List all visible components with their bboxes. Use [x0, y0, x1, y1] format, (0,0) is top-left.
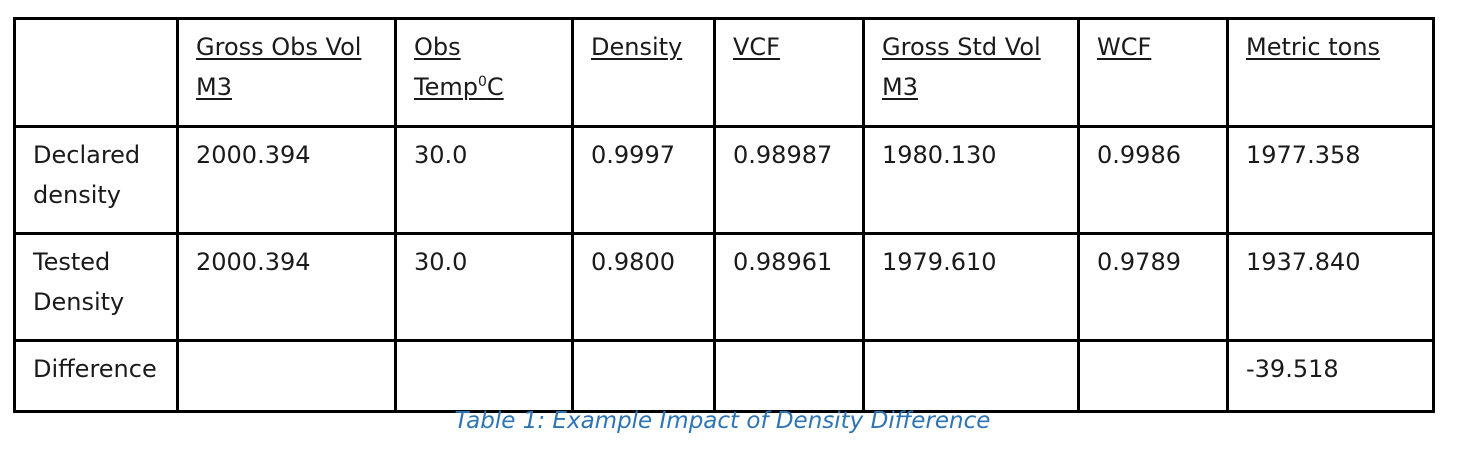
cell-gross-obs-vol	[176, 339, 397, 413]
header-gross-std-vol-line2: M3	[882, 73, 918, 101]
header-obs-temp-line2: Temp0C	[414, 67, 557, 107]
cell-metric-tons: -39.518	[1226, 339, 1435, 413]
cell-vcf: 0.98987	[713, 125, 865, 235]
cell-wcf: 0.9986	[1077, 125, 1229, 235]
row-label-line1: Declared	[33, 141, 141, 169]
header-metric-tons: Metric tons	[1246, 33, 1381, 61]
header-cell-metric-tons: Metric tons	[1226, 17, 1435, 128]
cell-vcf: 0.98961	[713, 232, 865, 342]
cell-density: 0.9997	[571, 125, 716, 235]
cell-density: 0.9800	[571, 232, 716, 342]
cell-gross-std-vol: 1980.130	[862, 125, 1080, 235]
header-cell-gross-std-vol: Gross Std Vol M3	[862, 17, 1080, 128]
cell-wcf	[1077, 339, 1229, 413]
header-row: Gross Obs Vol M3 Obs Temp0C Density VCF …	[13, 17, 1435, 128]
header-cell-obs-temp: Obs Temp0C	[394, 17, 574, 128]
row-label-declared: Declared density	[13, 125, 179, 235]
header-obs-temp-text: Temp	[414, 73, 478, 101]
header-gross-obs-vol-line2: M3	[196, 73, 232, 101]
header-wcf: WCF	[1097, 33, 1152, 61]
cell-metric-tons: 1977.358	[1226, 125, 1435, 235]
table-caption: Table 1: Example Impact of Density Diffe…	[454, 408, 991, 434]
header-cell-vcf: VCF	[713, 17, 865, 128]
header-vcf: VCF	[733, 33, 780, 61]
row-label-line2: Density	[33, 288, 125, 316]
density-impact-table: Gross Obs Vol M3 Obs Temp0C Density VCF …	[13, 17, 1435, 413]
row-label-line2: density	[33, 181, 121, 209]
cell-density	[571, 339, 716, 413]
cell-gross-obs-vol: 2000.394	[176, 232, 397, 342]
cell-gross-obs-vol: 2000.394	[176, 125, 397, 235]
cell-metric-tons: 1937.840	[1226, 232, 1435, 342]
cell-gross-std-vol: 1979.610	[862, 232, 1080, 342]
table-row: Tested Density 2000.394 30.0 0.9800 0.98…	[13, 232, 1435, 342]
table-row: Declared density 2000.394 30.0 0.9997 0.…	[13, 125, 1435, 235]
row-label-tested: Tested Density	[13, 232, 179, 342]
cell-gross-std-vol	[862, 339, 1080, 413]
header-cell-empty	[13, 17, 179, 128]
cell-obs-temp	[394, 339, 574, 413]
cell-vcf	[713, 339, 865, 413]
row-label-difference: Difference	[13, 339, 179, 413]
header-obs-temp-degree: 0	[477, 74, 487, 90]
header-obs-temp-line1: Obs	[414, 33, 461, 61]
cell-wcf: 0.9789	[1077, 232, 1229, 342]
cell-obs-temp: 30.0	[394, 232, 574, 342]
header-cell-density: Density	[571, 17, 716, 128]
table-row: Difference -39.518	[13, 339, 1435, 413]
row-label-line1: Tested	[33, 248, 111, 276]
header-density: Density	[591, 33, 683, 61]
row-label-line1: Difference	[33, 355, 157, 383]
header-obs-temp-unit: C	[486, 73, 504, 101]
header-gross-std-vol-line1: Gross Std Vol	[882, 33, 1041, 61]
cell-obs-temp: 30.0	[394, 125, 574, 235]
header-gross-obs-vol-line1: Gross Obs Vol	[196, 33, 362, 61]
header-cell-gross-obs-vol: Gross Obs Vol M3	[176, 17, 397, 128]
header-cell-wcf: WCF	[1077, 17, 1229, 128]
